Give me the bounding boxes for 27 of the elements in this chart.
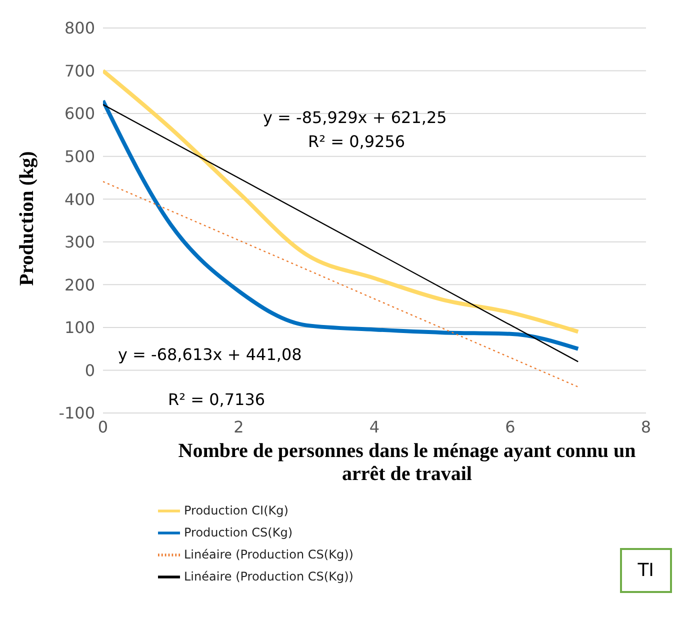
y-tick-label: 200 [64, 275, 95, 294]
annotation: y = -68,613x + 441,08 [118, 345, 302, 364]
y-tick-label: 0 [84, 360, 95, 380]
legend-label: Production CI(Kg) [184, 503, 288, 518]
x-tick-label: 6 [505, 417, 516, 436]
y-tick-label: 800 [64, 18, 95, 38]
y-tick-label: 100 [64, 318, 95, 338]
x-tick-label: 4 [369, 417, 380, 436]
y-tick-label: 300 [64, 232, 95, 252]
annotation: R² = 0,9256 [308, 132, 406, 151]
x-tick-label: 0 [98, 417, 108, 436]
y-tick-label: 500 [64, 147, 95, 166]
legend-label: Linéaire (Production CS(Kg)) [184, 547, 354, 562]
y-tick-label: 400 [64, 190, 95, 209]
annotation: y = -85,929x + 621,25 [263, 108, 447, 127]
legend-label: Production CS(Kg) [184, 525, 293, 540]
legend-label: Linéaire (Production CS(Kg)) [184, 569, 354, 584]
x-tick-label: 2 [234, 417, 244, 436]
annotation: R² = 0,7136 [168, 390, 266, 409]
y-tick-label: 600 [64, 104, 95, 124]
text: TI [620, 548, 672, 593]
x-tick-label: 8 [640, 417, 652, 436]
y-tick-label: 700 [64, 61, 95, 80]
y-axis-title: Production (kg) [16, 150, 38, 286]
x-axis-title: Nombre de personnes dans le ménage ayant connu un arrêt de travail [177, 440, 637, 486]
y-tick-label: -100 [58, 404, 95, 423]
line-series [103, 68, 580, 334]
